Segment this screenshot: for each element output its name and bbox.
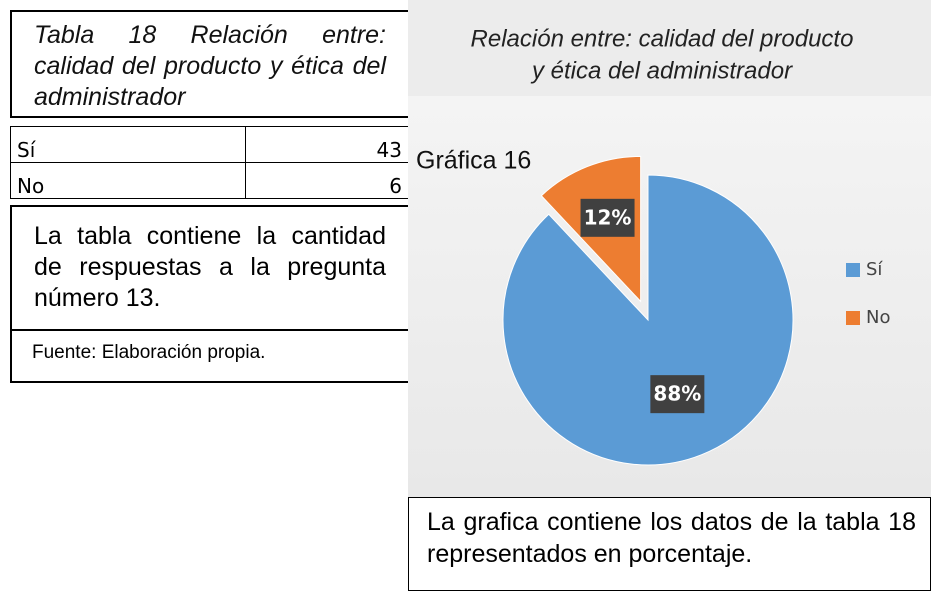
table-cell: No bbox=[10, 162, 246, 199]
chart-title-1: Relación entre: calidad del producto bbox=[471, 25, 854, 52]
table-cell: 43 bbox=[245, 126, 409, 163]
value-label: 12% bbox=[584, 205, 632, 229]
table-cell: 6 bbox=[245, 162, 409, 199]
legend-swatch bbox=[846, 311, 860, 325]
chart-caption: La grafica contiene los datos de la tabl… bbox=[408, 497, 931, 591]
chart-title-2: y ética del administrador bbox=[530, 57, 793, 84]
table-row: No 6 bbox=[10, 162, 409, 199]
data-table: Sí 43 No 6 bbox=[10, 126, 409, 199]
value-label-box bbox=[650, 375, 705, 414]
table-cell: Sí bbox=[10, 126, 246, 163]
value-label: 88% bbox=[653, 382, 701, 406]
legend-swatch bbox=[846, 263, 860, 277]
chart: Relación entre: calidad del producto y é… bbox=[408, 0, 931, 497]
title-clip bbox=[408, 84, 931, 96]
table-note: La tabla contiene la cantidad de respues… bbox=[10, 205, 410, 331]
legend-label: No bbox=[866, 307, 890, 328]
source: Fuente: Elaboración propia. bbox=[10, 329, 410, 383]
title-band bbox=[408, 0, 931, 95]
legend-label: Sí bbox=[866, 259, 883, 280]
table-row: Sí 43 bbox=[10, 126, 409, 163]
figure-label: Gráfica 16 bbox=[416, 147, 531, 175]
value-label-box bbox=[580, 198, 635, 237]
pie-slice bbox=[502, 174, 794, 466]
table-caption: Tabla 18 Relación entre: calidad del pro… bbox=[10, 10, 410, 118]
